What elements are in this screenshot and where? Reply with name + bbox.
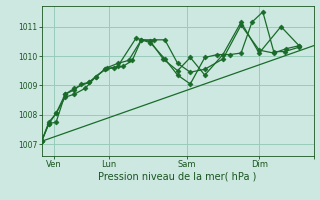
- X-axis label: Pression niveau de la mer( hPa ): Pression niveau de la mer( hPa ): [99, 172, 257, 182]
